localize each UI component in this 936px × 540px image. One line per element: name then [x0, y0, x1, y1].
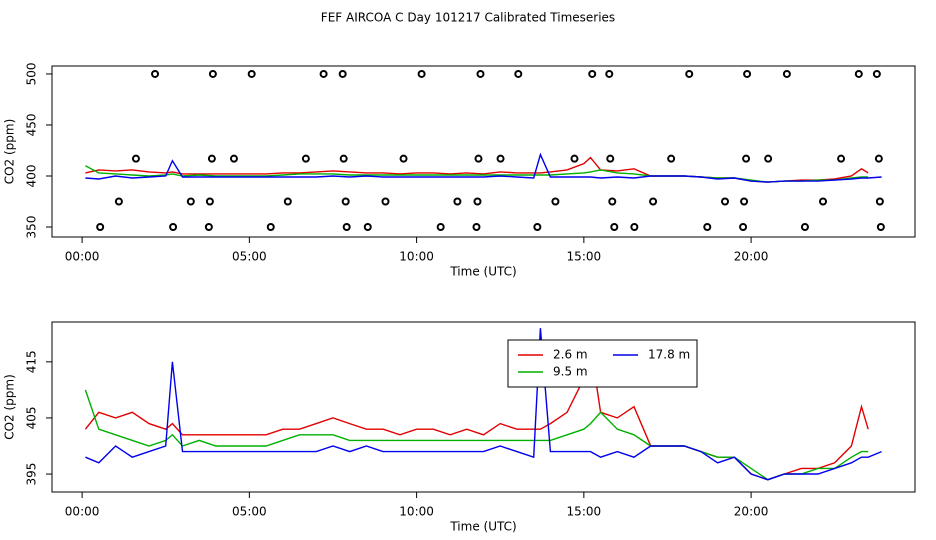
point	[685, 69, 694, 78]
x-tick-label: 20:00	[734, 505, 769, 519]
legend-label: 17.8 m	[648, 348, 690, 362]
point	[605, 69, 614, 78]
point	[453, 197, 462, 206]
x-tick-label: 05:00	[232, 250, 267, 264]
y-tick-label: 400	[25, 165, 39, 188]
point	[819, 197, 828, 206]
y-tick-label: 405	[25, 406, 39, 429]
point	[96, 223, 105, 232]
legend-label: 2.6 m	[553, 348, 588, 362]
point	[131, 154, 140, 163]
plot-frame	[51, 321, 916, 493]
point	[606, 154, 615, 163]
point	[339, 154, 348, 163]
point	[740, 197, 749, 206]
point	[208, 69, 217, 78]
point	[229, 154, 238, 163]
x-tick-label: 00:00	[65, 505, 100, 519]
point	[266, 223, 275, 232]
point	[874, 154, 883, 163]
point	[338, 69, 347, 78]
point	[588, 69, 597, 78]
point	[782, 69, 791, 78]
series-line	[84, 344, 869, 481]
point	[472, 223, 481, 232]
point	[473, 197, 482, 206]
point	[283, 197, 292, 206]
point	[533, 223, 542, 232]
y-tick-label: 500	[25, 63, 39, 86]
point	[837, 154, 846, 163]
x-axis-label: Time (UTC)	[449, 520, 516, 534]
point	[514, 69, 523, 78]
chart-title: FEF AIRCOA C Day 101217 Calibrated Times…	[321, 11, 615, 25]
x-axis-label: Time (UTC)	[449, 265, 516, 279]
point	[205, 197, 214, 206]
point	[610, 223, 619, 232]
point	[721, 197, 730, 206]
point	[551, 197, 560, 206]
point	[649, 197, 658, 206]
x-tick-label: 15:00	[567, 505, 602, 519]
point	[151, 69, 160, 78]
point	[496, 154, 505, 163]
point	[608, 197, 617, 206]
x-tick-label: 10:00	[399, 505, 434, 519]
x-tick-label: 00:00	[65, 250, 100, 264]
y-tick-label: 415	[25, 350, 39, 373]
point	[342, 223, 351, 232]
point	[247, 69, 256, 78]
point	[743, 69, 752, 78]
point	[436, 223, 445, 232]
point	[186, 197, 195, 206]
point	[764, 154, 773, 163]
x-tick-label: 10:00	[399, 250, 434, 264]
point	[876, 223, 885, 232]
legend-box	[507, 339, 698, 388]
point	[474, 154, 483, 163]
point	[204, 223, 213, 232]
series-line	[85, 328, 882, 481]
point	[114, 197, 123, 206]
legend-label: 9.5 m	[553, 365, 588, 379]
point	[381, 197, 390, 206]
series-line	[84, 389, 869, 481]
point	[742, 154, 751, 163]
y-axis-label: CO2 (ppm)	[3, 119, 17, 185]
point	[399, 154, 408, 163]
point	[319, 69, 328, 78]
y-tick-label: 395	[25, 463, 39, 486]
point	[476, 69, 485, 78]
point	[301, 154, 310, 163]
point	[363, 223, 372, 232]
point	[630, 223, 639, 232]
point	[207, 154, 216, 163]
point	[703, 223, 712, 232]
point	[667, 154, 676, 163]
point	[417, 69, 426, 78]
point	[800, 223, 809, 232]
plot-frame	[51, 65, 916, 238]
point	[739, 223, 748, 232]
x-tick-label: 15:00	[567, 250, 602, 264]
y-tick-label: 450	[25, 114, 39, 137]
point	[872, 69, 881, 78]
point	[854, 69, 863, 78]
x-tick-label: 20:00	[734, 250, 769, 264]
point	[570, 154, 579, 163]
point	[169, 223, 178, 232]
series-line	[85, 152, 882, 183]
point	[875, 197, 884, 206]
point	[341, 197, 350, 206]
y-axis-label: CO2 (ppm)	[3, 374, 17, 440]
x-tick-label: 05:00	[232, 505, 267, 519]
y-tick-label: 350	[25, 216, 39, 239]
